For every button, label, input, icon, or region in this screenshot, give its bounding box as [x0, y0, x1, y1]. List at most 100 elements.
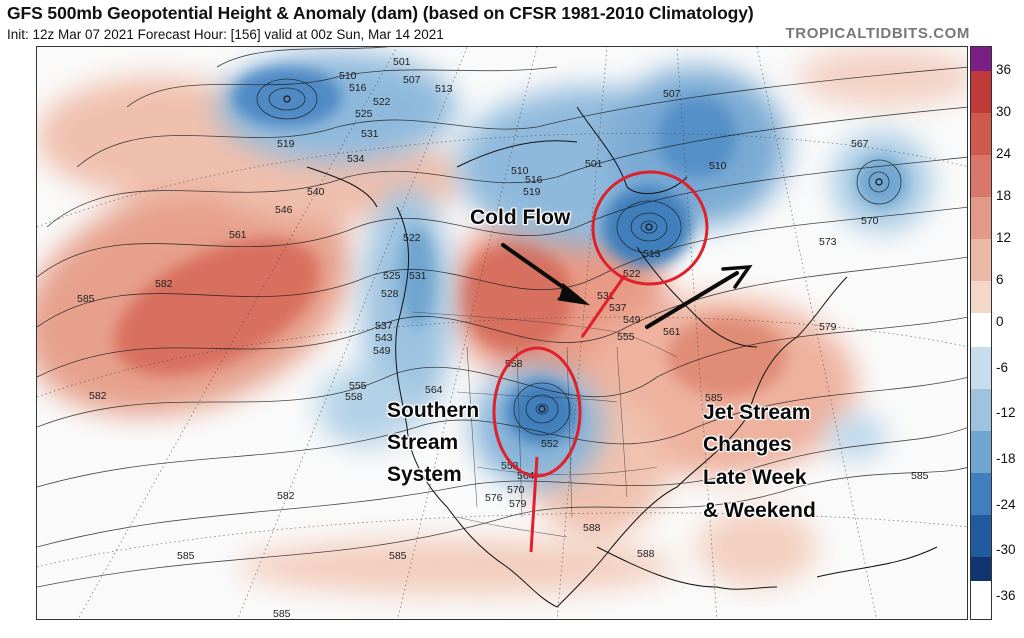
contour-label: 570: [861, 215, 879, 227]
jet-stream-arrow: [645, 271, 739, 329]
contour-label: 561: [229, 229, 247, 241]
contour-label: 522: [623, 268, 641, 280]
contour-label: 585: [273, 608, 291, 620]
weather-map: 510 501 507 513 516 522 525 531 534 519 …: [36, 46, 968, 620]
contour-label: 585: [911, 470, 929, 482]
colorbar-label: 0: [996, 314, 1004, 329]
map-canvas: 510 501 507 513 516 522 525 531 534 519 …: [37, 47, 967, 620]
cold-flow-arrowhead: [557, 283, 591, 306]
contour-label: 555: [617, 331, 635, 343]
colorbar-label: 36: [996, 62, 1012, 77]
source-credit: TROPICALTIDBITS.COM: [785, 25, 970, 42]
contour-label: 552: [541, 438, 559, 450]
contour-label: 513: [643, 248, 661, 260]
jet-stream-annotation-line4: & Weekend: [703, 499, 816, 522]
contour-label: 525: [355, 108, 373, 120]
southern-stream-annotation-line2: Stream: [387, 431, 459, 454]
contour-label: 519: [277, 138, 295, 150]
latlon-grid: [37, 47, 967, 619]
contour-label: 507: [403, 74, 421, 86]
contour-label: 579: [819, 321, 837, 333]
height-contours: [37, 47, 967, 588]
colorbar: [970, 46, 992, 620]
cold-flow-annotation: Cold Flow: [470, 206, 571, 229]
contour-label: 576: [485, 492, 503, 504]
colorbar-label: -12: [996, 405, 1016, 420]
colorbar-label: -18: [996, 451, 1016, 466]
contour-label: 567: [851, 138, 869, 150]
contour-label: 582: [89, 390, 107, 402]
colorbar-segment: [971, 71, 991, 113]
contour-label: 585: [77, 293, 95, 305]
contour-label: 513: [435, 83, 453, 95]
contour-label: 534: [347, 153, 365, 165]
contour-label: 585: [177, 550, 195, 562]
colorbar-segment: [971, 431, 991, 473]
annotation-markup: [492, 170, 709, 553]
colorbar-segment: [971, 197, 991, 239]
colorbar-label: 12: [996, 230, 1012, 245]
colorbar-segment: [971, 557, 991, 581]
low-center-marker: [875, 178, 883, 186]
contour-label: 555: [349, 380, 367, 392]
contour-label: 525: [383, 270, 401, 282]
coastlines: [306, 106, 938, 608]
southern-stream-annotation-line1: Southern: [387, 399, 480, 422]
contour-label: 549: [623, 314, 641, 326]
colorbar-label: -36: [996, 588, 1016, 603]
contour-label: 549: [373, 345, 391, 357]
map-subtitle: Init: 12z Mar 07 2021 Forecast Hour: [15…: [7, 27, 444, 42]
low-center-marker: [538, 405, 546, 413]
contour-label: 537: [609, 302, 627, 314]
contour-label: 558: [501, 460, 519, 472]
colorbar-segment: [971, 313, 991, 347]
contour-label: 522: [373, 96, 391, 108]
jet-stream-annotation-line3: Late Week: [703, 466, 807, 489]
jet-stream-annotation-line1: Jet Stream: [703, 401, 811, 424]
contour-label: 585: [705, 392, 723, 404]
contour-label: 528: [381, 288, 399, 300]
colorbar-label: -30: [996, 542, 1016, 557]
colorbar-label: 18: [996, 188, 1012, 203]
contour-label: 585: [389, 550, 407, 562]
map-title: GFS 500mb Geopotential Height & Anomaly …: [7, 3, 754, 23]
contour-label: 501: [585, 158, 603, 170]
contour-label: 522: [403, 232, 421, 244]
contour-label: 582: [155, 278, 173, 290]
contour-label: 510: [511, 165, 529, 177]
contour-label: 531: [409, 270, 427, 282]
colorbar-label: -24: [996, 497, 1016, 512]
colorbar-label: 24: [996, 146, 1012, 161]
contour-label: 501: [393, 56, 411, 68]
contour-label: 519: [523, 186, 541, 198]
contour-labels: 510 501 507 513 516 522 525 531 534 519 …: [77, 56, 929, 620]
southern-low-pointer-line: [529, 456, 539, 553]
contour-label: 510: [339, 70, 357, 82]
low-center-markers: [283, 95, 883, 413]
contour-label: 540: [307, 186, 325, 198]
colorbar-segment: [971, 281, 991, 313]
contour-label: 510: [709, 160, 727, 172]
colorbar-segment: [971, 47, 991, 71]
colorbar-segment: [971, 347, 991, 389]
contour-label: 543: [375, 332, 393, 344]
contour-label: 588: [583, 522, 601, 534]
contour-label: 582: [277, 490, 295, 502]
colorbar-segment: [971, 113, 991, 155]
contour-label: 537: [375, 320, 393, 332]
contour-label: 579: [509, 498, 527, 510]
southern-stream-annotation-line3: System: [387, 463, 462, 486]
colorbar-label: 6: [996, 272, 1004, 287]
contour-label: 516: [525, 174, 543, 186]
colorbar-segment: [971, 515, 991, 557]
contour-label: 546: [275, 204, 293, 216]
contour-label: 588: [637, 548, 655, 560]
cold-low-pointer-line: [580, 274, 627, 338]
colorbar-segment: [971, 473, 991, 515]
contour-label: 531: [361, 128, 379, 140]
contour-label: 564: [425, 384, 443, 396]
contour-label: 561: [663, 326, 681, 338]
contour-label: 531: [597, 290, 615, 302]
political-borders: [411, 311, 678, 538]
contour-label: 558: [345, 391, 363, 403]
